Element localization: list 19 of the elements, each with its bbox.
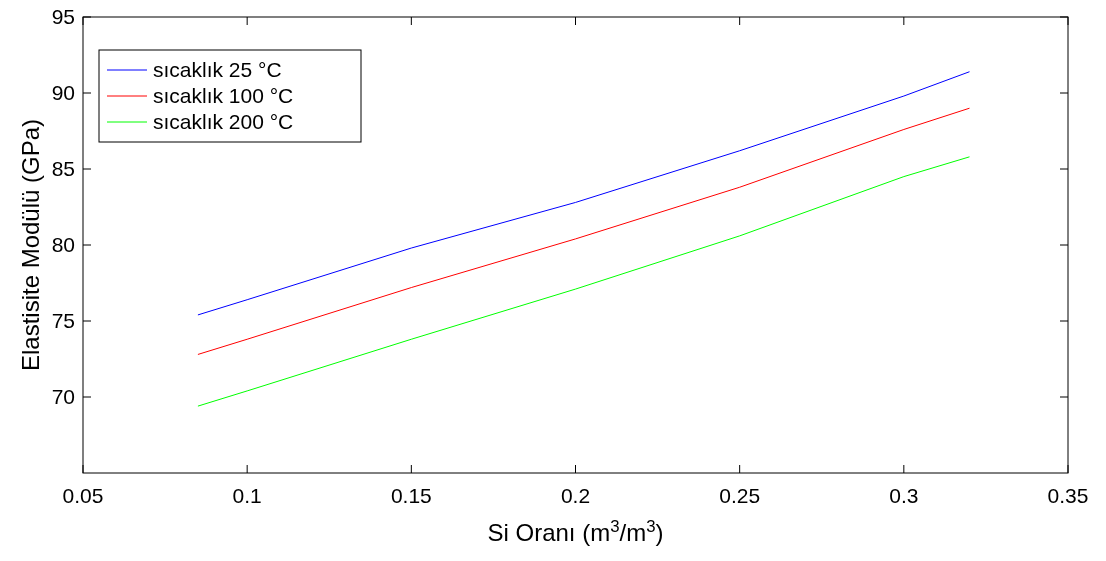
legend-label: sıcaklık 200 °C — [153, 110, 294, 133]
x-tick-label: 0.35 — [1047, 484, 1089, 507]
x-axis-title: Si Oranı (m$^{3}$/m$^{3}$) — [487, 516, 664, 546]
y-tick-label: 75 — [51, 309, 75, 332]
y-tick-label: 95 — [51, 5, 75, 28]
x-tick-label: 0.05 — [62, 484, 104, 507]
x-tick-label: 0.25 — [719, 484, 761, 507]
x-tick-label: 0.2 — [560, 484, 591, 507]
y-axis-title: Elastisite Modülü (GPa) — [16, 118, 44, 372]
x-tick-label: 0.3 — [889, 484, 919, 507]
line-series — [197, 156, 970, 407]
x-tick-label: 0.1 — [232, 484, 262, 507]
y-tick-label: 90 — [51, 81, 75, 104]
y-tick-label: 80 — [51, 233, 75, 256]
x-tick-label: 0.15 — [390, 484, 432, 507]
legend-label: sıcaklık 25 °C — [153, 58, 282, 81]
y-tick-label: 70 — [51, 385, 75, 408]
y-tick-label: 85 — [51, 157, 75, 180]
legend-label: sıcaklık 100 °C — [153, 84, 294, 107]
